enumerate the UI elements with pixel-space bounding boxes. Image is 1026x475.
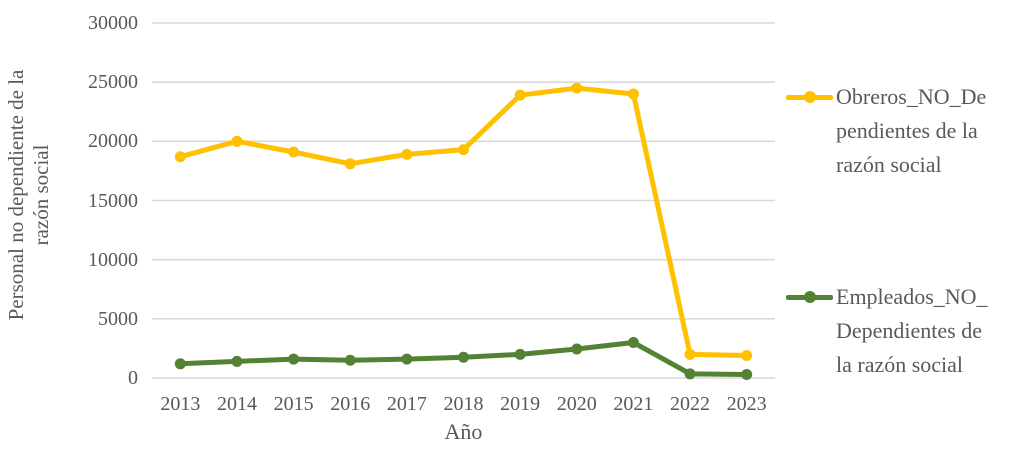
data-point-marker: [401, 353, 413, 365]
data-point-marker: [231, 135, 243, 147]
data-point-marker: [627, 337, 639, 348]
data-point-marker: [684, 348, 696, 360]
y-tick-label: 20000: [88, 130, 138, 153]
x-tick-label: 2018: [443, 393, 484, 415]
y-tick-label: 0: [128, 367, 138, 389]
y-tick-label: 5000: [98, 307, 138, 330]
data-point-marker: [514, 89, 526, 101]
x-tick-label: 2017: [386, 393, 427, 415]
y-axis-title: Personal no dependiente de la razón soci…: [4, 0, 64, 390]
data-point-marker: [288, 146, 300, 158]
data-point-marker: [458, 351, 469, 363]
x-tick-label: 2015: [273, 393, 314, 415]
y-tick-label: 15000: [88, 189, 138, 212]
y-tick-label: 25000: [88, 71, 138, 94]
data-point-marker: [288, 353, 300, 365]
data-point-marker: [458, 144, 469, 156]
data-point-marker: [627, 88, 639, 100]
data-point-marker: [344, 158, 356, 170]
x-tick-label: 2020: [556, 393, 597, 415]
x-tick-label: 2013: [160, 393, 201, 415]
series-line-0: [177, 85, 750, 359]
x-axis-title: Año: [444, 419, 483, 444]
y-tick-label: 10000: [88, 248, 138, 271]
data-point-marker: [741, 350, 753, 362]
data-point-marker: [401, 148, 413, 160]
x-tick-label: 2022: [670, 393, 711, 415]
x-tick-label: 2021: [613, 393, 654, 415]
data-point-marker: [174, 151, 186, 163]
data-point-marker: [514, 348, 526, 360]
x-tick-label: 2014: [216, 393, 257, 415]
data-point-marker: [344, 354, 356, 366]
y-tick-label: 30000: [88, 12, 138, 34]
data-point-marker: [741, 368, 753, 380]
data-point-marker: [174, 358, 186, 370]
data-point-marker: [571, 343, 583, 355]
y-axis-title-line2: razón social: [28, 144, 53, 246]
data-point-marker: [231, 355, 243, 367]
data-point-marker: [684, 368, 696, 380]
x-tick-label: 2023: [726, 393, 767, 415]
data-point-marker: [571, 82, 583, 94]
x-tick-label: 2019: [500, 393, 541, 415]
y-axis-title-line1: Personal no dependiente de la: [4, 69, 28, 321]
x-tick-label: 2016: [330, 393, 371, 415]
